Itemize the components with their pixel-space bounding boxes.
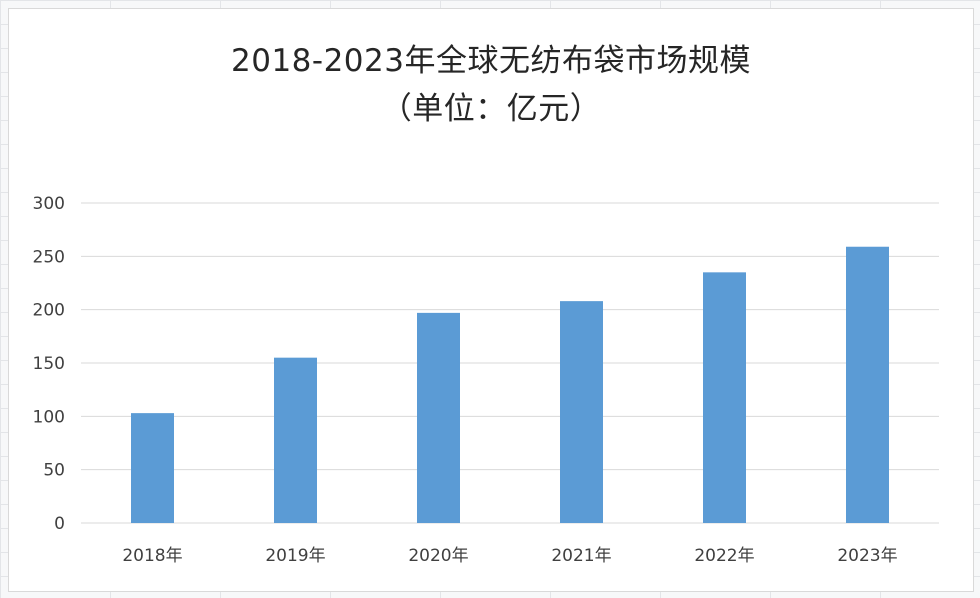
y-tick-label: 250	[33, 247, 65, 267]
chart-title: 2018-2023年全球无纺布袋市场规模	[231, 43, 751, 79]
x-tick-label: 2022年	[694, 546, 754, 566]
bar-chart-plot: 0 50 100 150 200 250 300 2018年 2019年 2020年 2021年 20…	[33, 194, 939, 566]
y-tick-label: 100	[33, 407, 65, 427]
x-tick-label: 2023年	[837, 546, 897, 566]
bar-3[interactable]	[560, 301, 603, 523]
chart-area[interactable]: 2018-2023年全球无纺布袋市场规模 （单位：亿元） 0 50 100 150 20…	[8, 8, 974, 592]
y-tick-label: 200	[33, 301, 65, 321]
bar-2[interactable]	[417, 312, 460, 523]
x-tick-label: 2021年	[551, 546, 611, 566]
y-tick-label: 150	[33, 354, 65, 374]
bar-0[interactable]	[131, 413, 174, 523]
chart-subtitle: （单位：亿元）	[380, 91, 602, 127]
y-tick-label: 300	[33, 194, 65, 214]
bar-5[interactable]	[846, 246, 889, 523]
x-tick-label: 2019年	[265, 546, 325, 566]
y-tick-label: 50	[43, 461, 65, 481]
y-tick-label: 0	[54, 514, 65, 534]
x-tick-label: 2018年	[122, 546, 182, 566]
bar-1[interactable]	[274, 357, 317, 523]
bar-4[interactable]	[703, 272, 746, 523]
x-tick-label: 2020年	[408, 546, 468, 566]
